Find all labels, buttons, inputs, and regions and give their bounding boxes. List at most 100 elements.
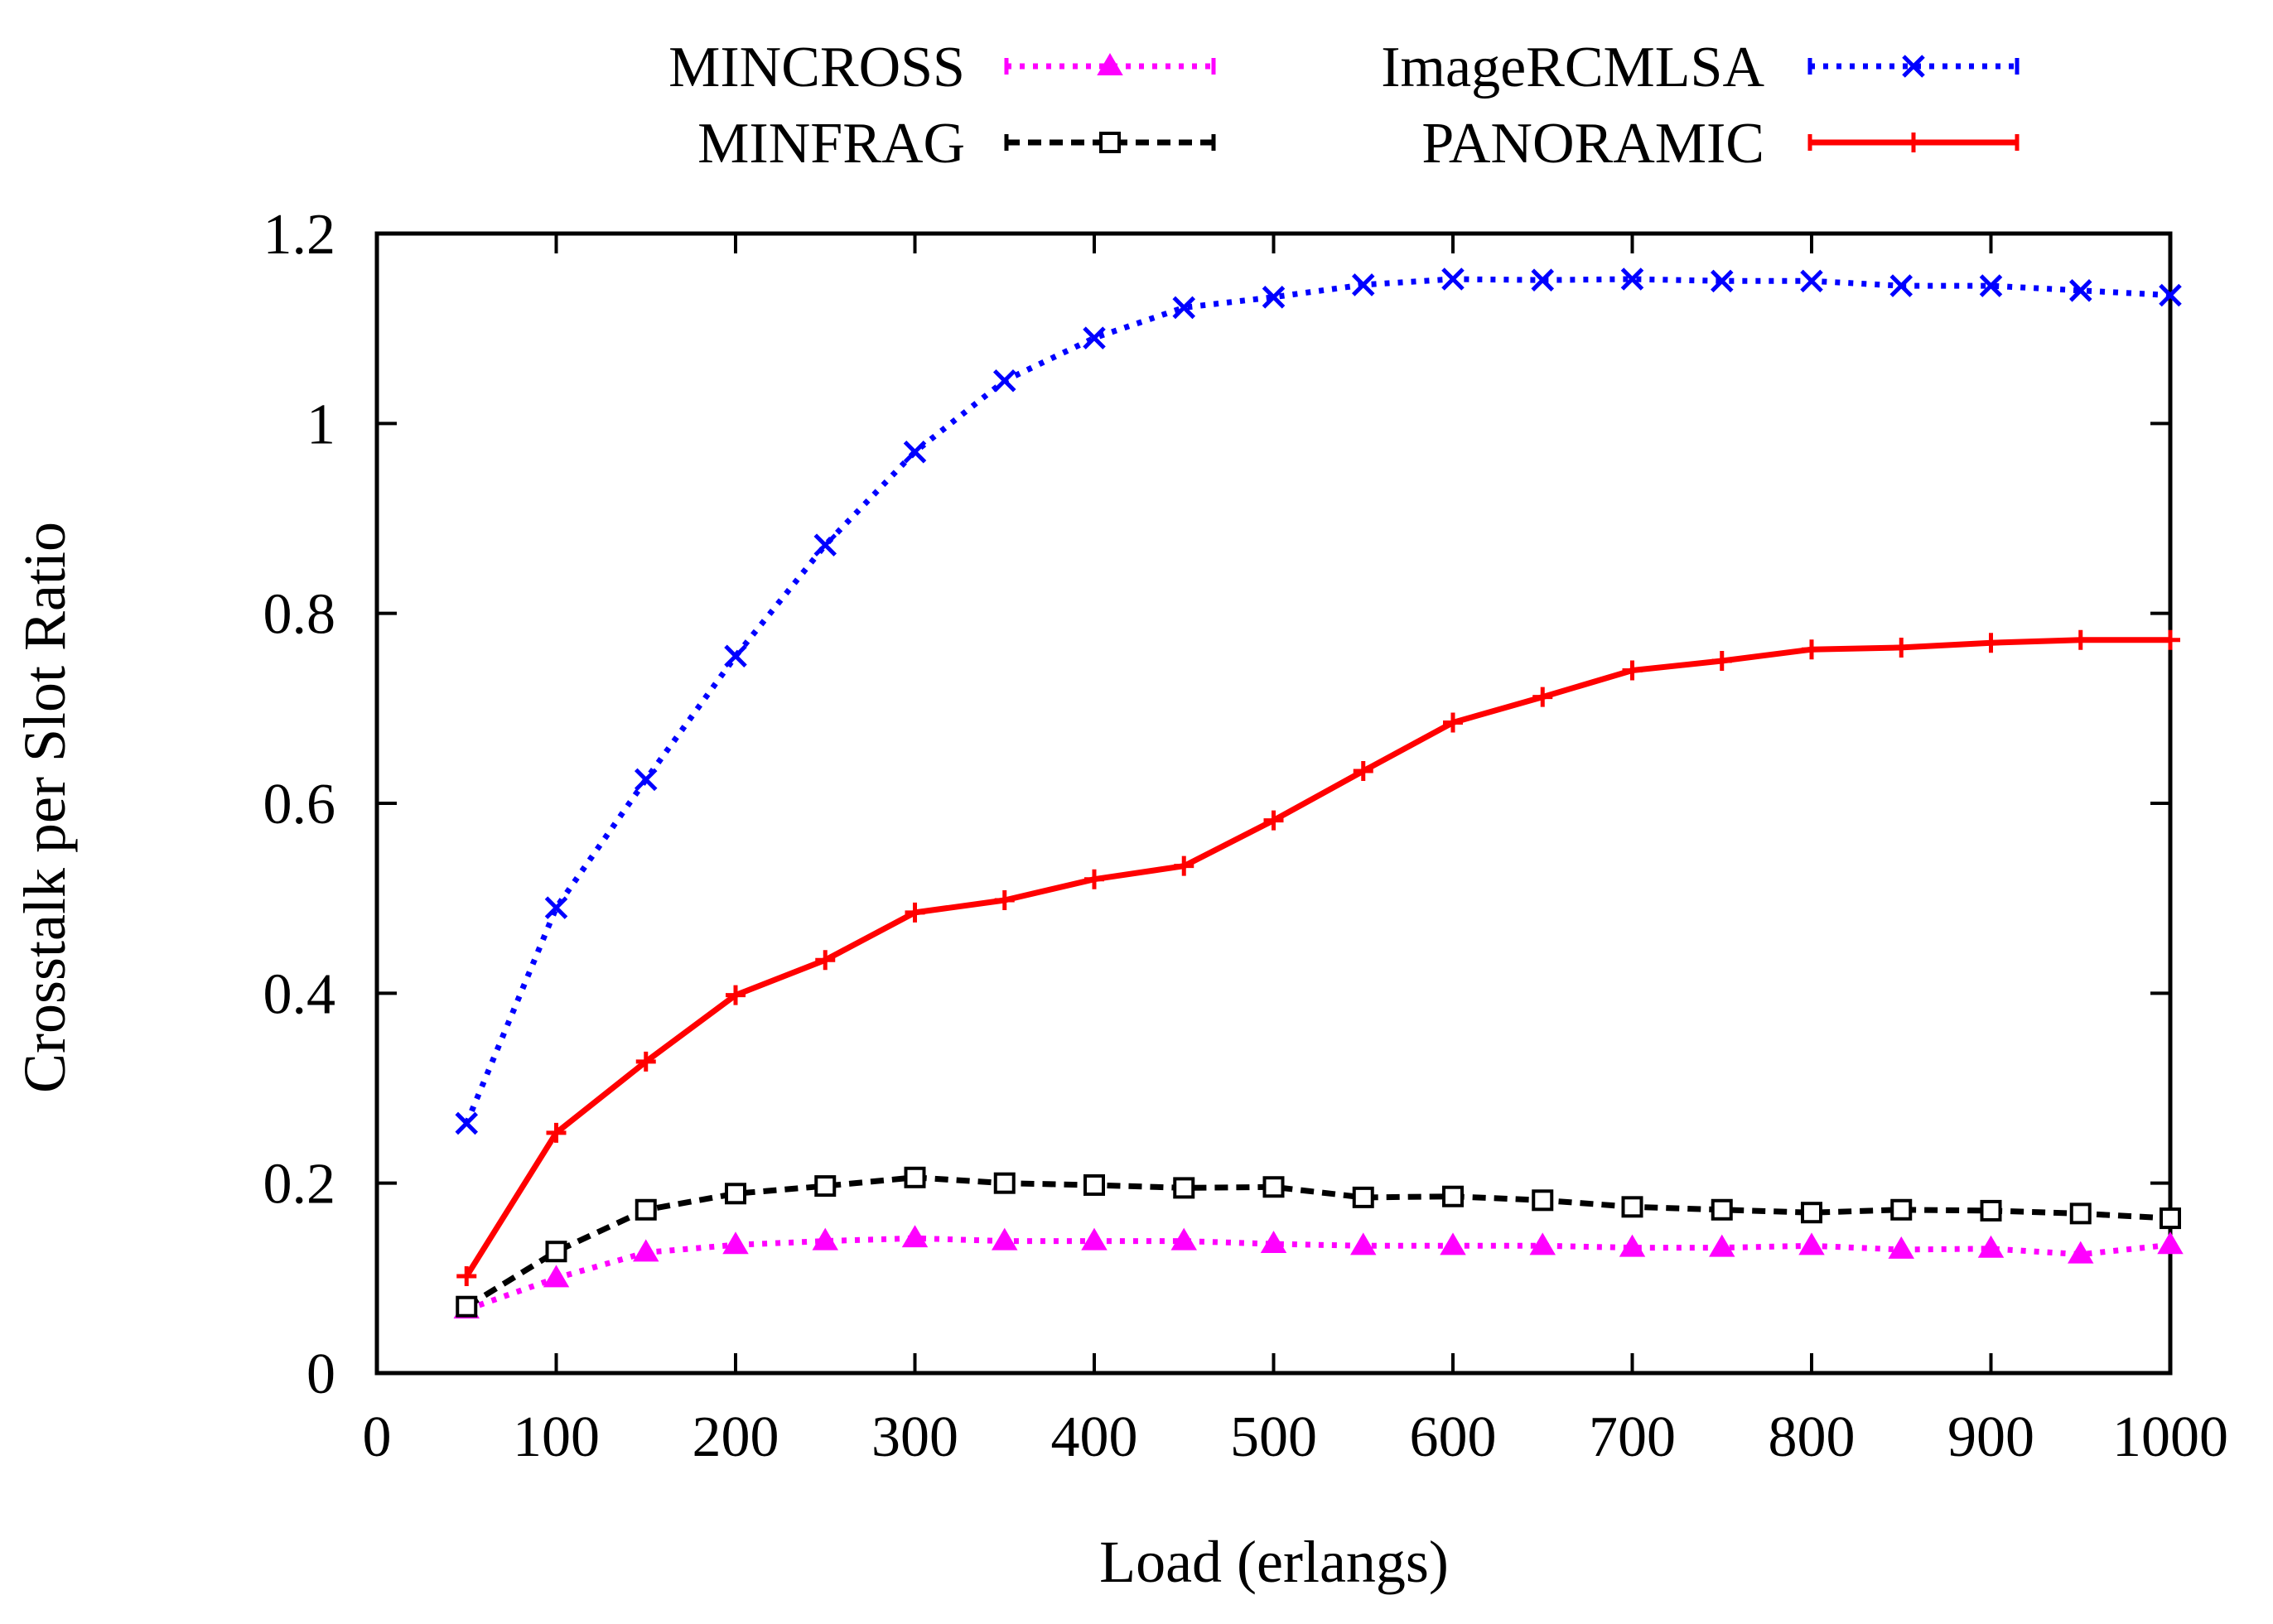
series-mincross	[453, 1225, 2184, 1319]
data-point-panoramic	[1532, 687, 1553, 707]
data-point-mincross	[992, 1227, 1018, 1251]
legend-item-minfrag: MINFRAG	[697, 112, 1216, 176]
data-point-imagercmlsa	[1172, 296, 1196, 320]
data-point-imagercmlsa	[1710, 269, 1734, 293]
x-tick-label: 400	[1051, 1405, 1138, 1469]
data-point-panoramic	[1802, 639, 1822, 660]
data-point-minfrag	[1352, 1186, 1374, 1208]
series-minfrag	[456, 1166, 2181, 1318]
data-point-imagercmlsa	[1889, 274, 1913, 297]
legend: MINCROSS ImageRCMLSA MINFRAG PANORAMIC	[668, 36, 2020, 176]
data-point-panoramic	[546, 1122, 567, 1143]
data-point-mincross	[633, 1239, 659, 1262]
data-point-minfrag	[1173, 1177, 1195, 1199]
legend-label: MINCROSS	[668, 36, 965, 99]
legend-marker-imagercmlsa	[1902, 55, 1925, 78]
data-point-minfrag	[635, 1198, 657, 1221]
y-tick-label: 1	[306, 393, 335, 456]
series-line-panoramic	[464, 637, 2170, 1278]
data-point-panoramic	[726, 985, 746, 1005]
series-line-mincross	[466, 1235, 2171, 1313]
x-tick-label: 700	[1589, 1405, 1676, 1469]
data-point-imagercmlsa	[455, 1111, 479, 1135]
data-point-mincross	[812, 1227, 838, 1251]
data-point-panoramic	[456, 1266, 477, 1287]
data-point-minfrag	[725, 1183, 746, 1205]
x-tick-label: 0	[363, 1405, 392, 1469]
data-point-imagercmlsa	[634, 768, 658, 792]
legend-label: PANORAMIC	[1421, 112, 1764, 176]
legend-marker-mincross	[1097, 53, 1123, 75]
x-tick-label: 200	[693, 1405, 779, 1469]
y-tick-label: 0.4	[263, 962, 336, 1026]
data-point-imagercmlsa	[1800, 269, 1823, 293]
data-point-imagercmlsa	[1620, 267, 1644, 291]
data-point-minfrag	[1890, 1198, 1913, 1221]
series-layer	[453, 267, 2184, 1319]
data-point-minfrag	[2069, 1202, 2092, 1225]
data-point-mincross	[2068, 1241, 2094, 1264]
legend-label: ImageRCMLSA	[1381, 36, 1764, 99]
data-point-minfrag	[1532, 1189, 1554, 1212]
x-tick-label: 800	[1769, 1405, 1856, 1469]
y-tick-label: 0.6	[263, 773, 336, 836]
data-point-panoramic	[905, 902, 925, 923]
legend-marker-minfrag	[1099, 132, 1121, 153]
data-point-minfrag	[456, 1295, 478, 1318]
data-point-mincross	[1170, 1227, 1197, 1251]
data-point-mincross	[1529, 1232, 1556, 1255]
x-tick-label: 1000	[2112, 1405, 2228, 1469]
data-point-mincross	[543, 1265, 570, 1288]
data-point-minfrag	[1711, 1198, 1733, 1221]
data-point-panoramic	[1443, 712, 1463, 733]
data-point-panoramic	[635, 1051, 656, 1072]
data-point-minfrag	[545, 1241, 567, 1263]
data-point-minfrag	[904, 1166, 926, 1188]
data-point-imagercmlsa	[544, 896, 568, 919]
data-point-mincross	[1709, 1234, 1735, 1257]
x-tick-label: 100	[513, 1405, 600, 1469]
data-point-mincross	[901, 1225, 929, 1248]
series-line-minfrag	[465, 1174, 2171, 1309]
data-point-mincross	[1619, 1234, 1646, 1257]
data-point-panoramic	[1891, 637, 1912, 658]
legend-label: MINFRAG	[697, 112, 965, 176]
data-point-imagercmlsa	[1262, 286, 1286, 309]
data-point-minfrag	[1621, 1196, 1643, 1218]
data-point-minfrag	[993, 1172, 1016, 1194]
data-point-minfrag	[814, 1175, 837, 1198]
data-point-panoramic	[1174, 855, 1194, 876]
data-point-panoramic	[815, 950, 836, 971]
data-point-imagercmlsa	[1441, 267, 1465, 291]
y-tick-label: 1.2	[263, 203, 336, 267]
x-tick-label: 500	[1230, 1405, 1317, 1469]
data-point-minfrag	[1262, 1176, 1285, 1198]
data-point-panoramic	[1622, 660, 1643, 681]
y-axis-label: Crosstalk per Slot Ratio	[12, 522, 78, 1093]
axes-layer: 0 100 200 300 400 500 600 700 800 900 1000 0 0.2 0.4 0…	[263, 203, 2229, 1469]
y-tick-label: 0.8	[263, 583, 336, 647]
series-imagercmlsa	[455, 267, 2182, 1135]
legend-marker-panoramic	[1904, 133, 1923, 152]
data-point-imagercmlsa	[1531, 268, 1555, 292]
legend-item-mincross: MINCROSS	[668, 36, 1216, 99]
data-point-minfrag	[2160, 1207, 2181, 1230]
data-point-panoramic	[994, 889, 1015, 910]
data-point-mincross	[2157, 1231, 2184, 1255]
data-point-panoramic	[1353, 761, 1373, 782]
data-point-mincross	[1440, 1232, 1466, 1255]
data-point-minfrag	[1980, 1199, 2002, 1222]
data-point-panoramic	[2160, 629, 2180, 650]
legend-item-imagercmlsa: ImageRCMLSA	[1381, 36, 2020, 99]
data-point-mincross	[1977, 1235, 2005, 1258]
x-tick-label: 600	[1410, 1405, 1497, 1469]
data-point-minfrag	[1801, 1202, 1822, 1224]
y-tick-label: 0.2	[263, 1153, 336, 1217]
series-panoramic	[456, 629, 2180, 1287]
x-tick-label: 300	[871, 1405, 958, 1469]
data-point-panoramic	[2070, 629, 2091, 650]
data-point-panoramic	[1263, 810, 1284, 831]
data-point-mincross	[1888, 1236, 1914, 1259]
